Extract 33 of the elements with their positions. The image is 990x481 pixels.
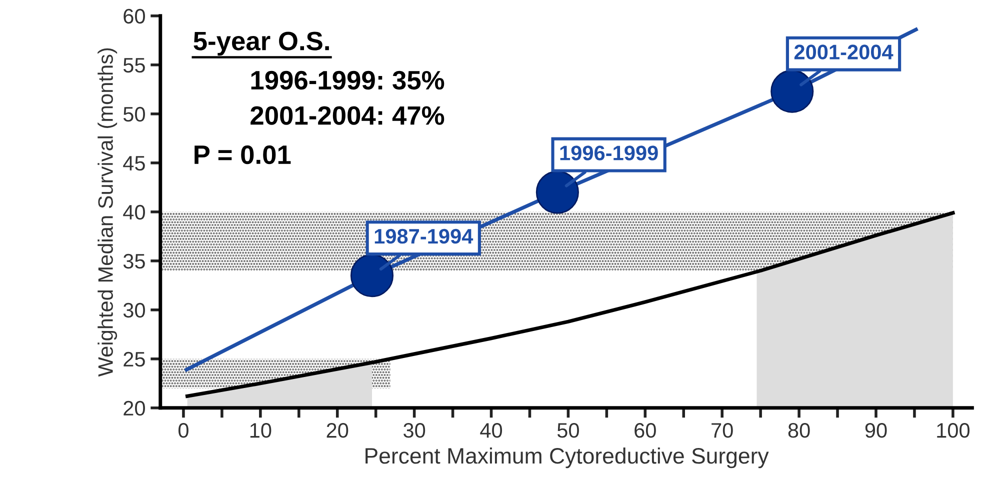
annotation: 1987-1994 bbox=[374, 228, 474, 244]
y-tick-label: 55 bbox=[123, 58, 145, 73]
x-tick-label: 100 bbox=[937, 423, 970, 438]
x-tick-label: 50 bbox=[557, 423, 579, 438]
x-tick-label: 0 bbox=[178, 423, 188, 438]
x-tick-label: 90 bbox=[865, 423, 887, 438]
annotation: 1996-1999: 35% bbox=[251, 70, 444, 90]
x-axis-title: Percent Maximum Cytoreductive Surgery bbox=[366, 447, 769, 468]
annotation: 2001-2004: 47% bbox=[250, 106, 444, 125]
x-tick-label: 60 bbox=[634, 423, 656, 438]
annotation: 5-year O.S. bbox=[194, 32, 329, 56]
y-tick-label: 30 bbox=[123, 302, 145, 318]
annotation: 1996-1999 bbox=[560, 146, 658, 160]
x-tick-label: 40 bbox=[480, 423, 502, 438]
x-tick-label: 10 bbox=[250, 423, 272, 438]
x-tick-label: 70 bbox=[712, 423, 733, 438]
point bbox=[770, 70, 814, 113]
y-tick-label: 20 bbox=[124, 400, 145, 416]
point bbox=[350, 254, 394, 298]
y-tick-label: 40 bbox=[123, 204, 145, 220]
x-tick-label: 80 bbox=[788, 423, 810, 438]
x-tick-label: 30 bbox=[404, 423, 426, 438]
line-series bbox=[186, 211, 955, 398]
y-tick-label: 45 bbox=[123, 156, 145, 171]
y-tick-label: 50 bbox=[123, 106, 145, 122]
y-tick-label: 60 bbox=[124, 8, 145, 24]
point bbox=[536, 170, 579, 214]
y-tick-label: 35 bbox=[123, 254, 145, 269]
y-axis-title: Weighted Median Survival (months) bbox=[98, 48, 118, 377]
annotation: P = 0.01 bbox=[194, 145, 291, 164]
y-tick-label: 25 bbox=[124, 352, 145, 367]
x-tick-label: 20 bbox=[326, 423, 348, 438]
annotation: 2001-2004 bbox=[794, 44, 894, 60]
